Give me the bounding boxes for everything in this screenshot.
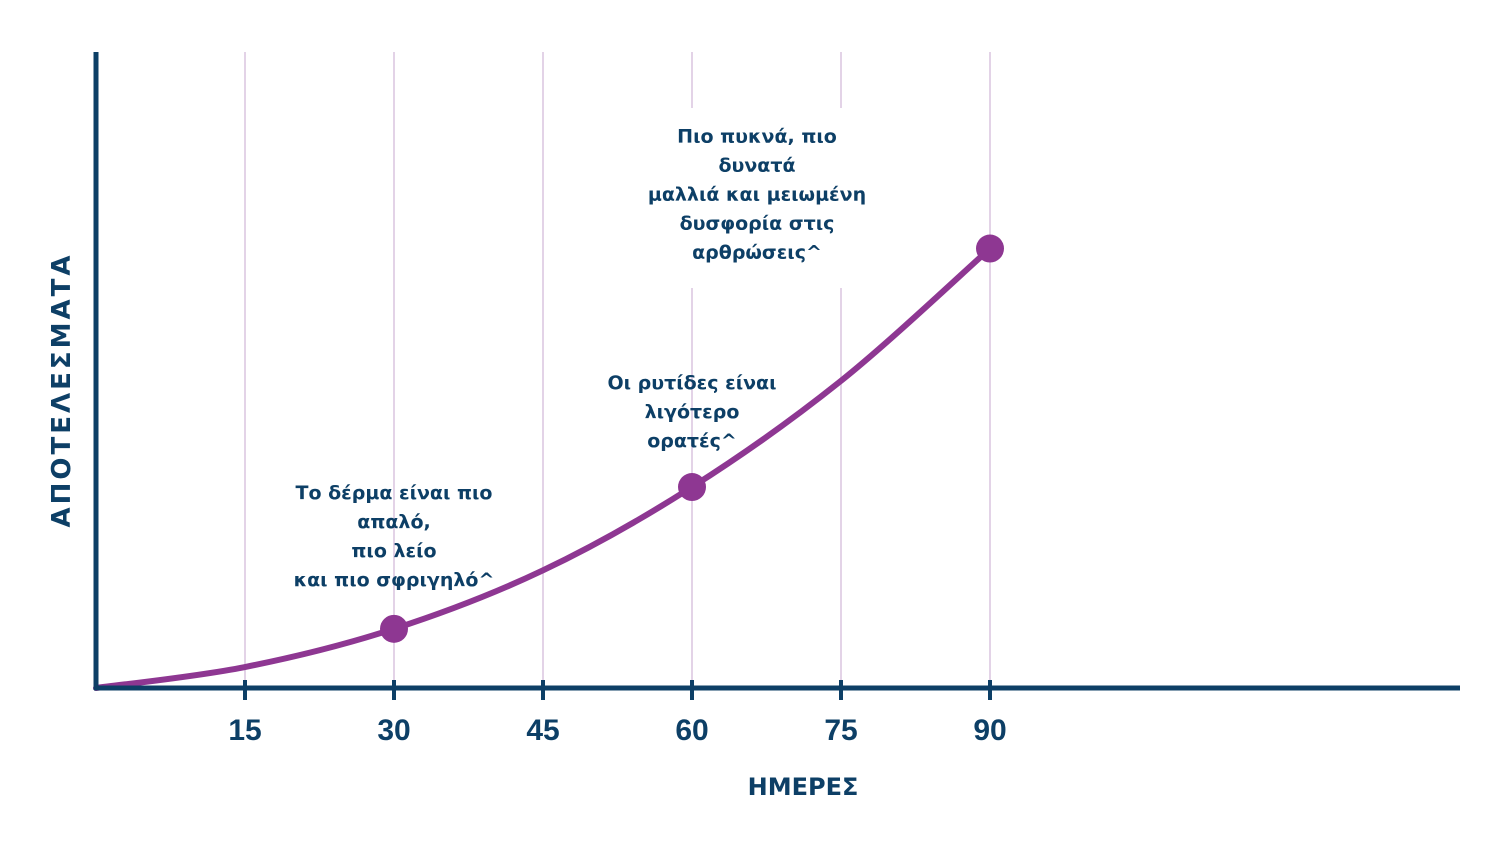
annotation-line: απαλό, — [357, 511, 430, 533]
x-tick-label-90: 90 — [973, 714, 1006, 747]
annotation-line: και πιο σφριγηλό^ — [294, 569, 495, 591]
curve-layer — [93, 245, 993, 691]
axes — [93, 52, 1460, 691]
annotation-background — [637, 108, 877, 288]
annotation-line: ορατές^ — [647, 430, 737, 452]
marker-day-30 — [380, 614, 408, 643]
x-tick-label-60: 60 — [675, 714, 708, 747]
annotation-line: δυσφορία στις — [680, 213, 835, 235]
annotation-line: Πιο πυκνά, πιο — [677, 126, 837, 148]
annotation-line: λιγότερο — [645, 401, 740, 423]
results-curve — [93, 245, 993, 691]
y-axis-title: ΑΠΟΤΕΛΕΣΜΑΤΑ — [47, 253, 77, 528]
annotation-line: Οι ρυτίδες είναι — [607, 372, 776, 394]
x-tick-label-45: 45 — [526, 714, 559, 747]
markers — [380, 234, 1004, 643]
annotation-line: πιο λείο — [351, 540, 436, 562]
marker-day-90 — [976, 234, 1004, 263]
x-axis-title: ΗΜΕΡΕΣ — [748, 773, 859, 801]
annotation-line: αρθρώσεις^ — [692, 242, 822, 264]
annotation-day-60: Οι ρυτίδες είναι λιγότερο ορατές^ — [607, 372, 776, 452]
annotations: Το δέρμα είναι πιο απαλό, πιο λείο και πιο … — [294, 108, 877, 591]
x-tick-label-15: 15 — [228, 714, 261, 747]
annotation-day-90: Πιο πυκνά, πιο δυνατά μαλλιά και μειωμένη δ… — [648, 126, 866, 264]
grid-lines — [244, 52, 991, 688]
annotation-day-30: Το δέρμα είναι πιο απαλό, πιο λείο και πιο … — [294, 482, 495, 591]
x-tick-label-75: 75 — [824, 714, 857, 747]
annotation-line: μαλλιά και μειωμένη — [648, 184, 866, 206]
x-tick-label-30: 30 — [377, 714, 410, 747]
annotation-line: Το δέρμα είναι πιο — [296, 482, 493, 504]
annotation-line: δυνατά — [718, 155, 795, 177]
x-ticks: 15 30 45 60 75 90 — [228, 680, 1007, 747]
marker-day-60 — [678, 473, 706, 502]
